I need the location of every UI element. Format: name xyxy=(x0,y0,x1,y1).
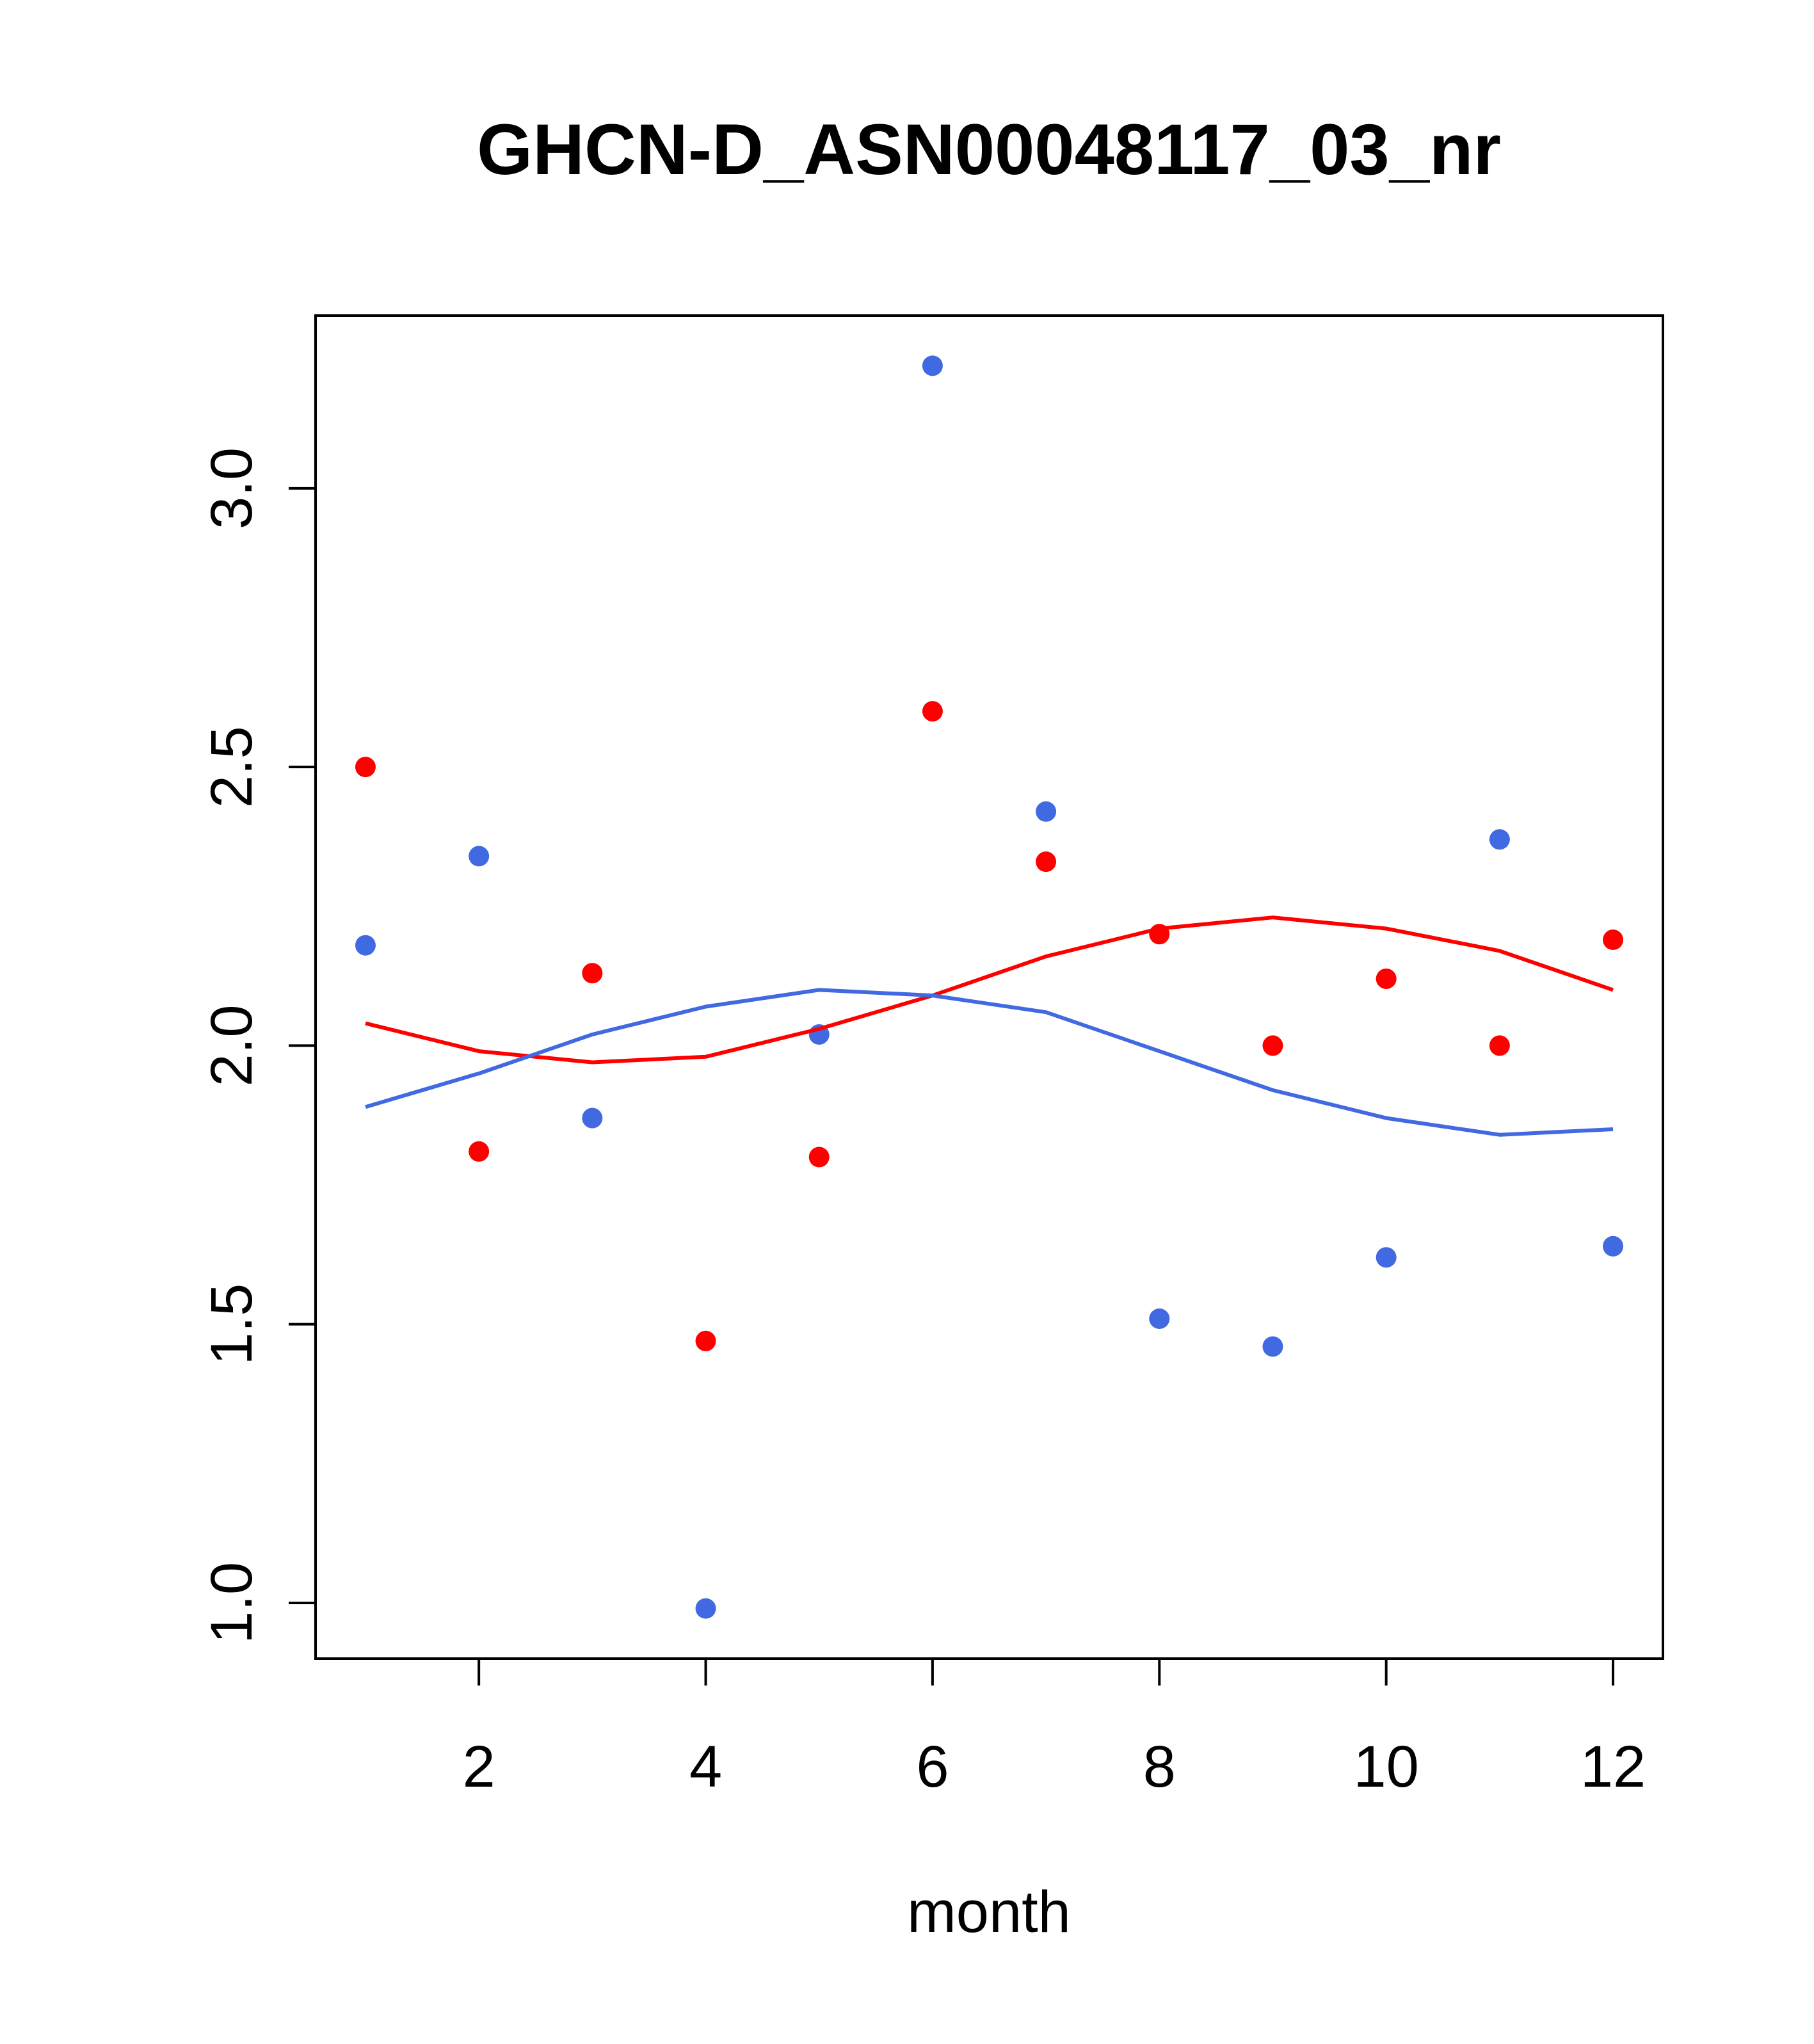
y-tick-label: 1.5 xyxy=(199,1284,264,1365)
x-tick-label: 12 xyxy=(1580,1734,1646,1799)
data-point-0 xyxy=(922,701,943,722)
data-point-1 xyxy=(922,355,943,376)
y-tick-label: 3.0 xyxy=(199,447,264,529)
data-point-1 xyxy=(355,935,376,956)
y-tick-label: 2.0 xyxy=(199,1004,264,1086)
x-tick-label: 8 xyxy=(1143,1734,1176,1799)
data-point-0 xyxy=(1262,1035,1283,1056)
data-point-0 xyxy=(695,1330,716,1351)
data-point-1 xyxy=(582,1107,603,1129)
y-tick-label: 1.0 xyxy=(199,1562,264,1644)
x-tick-label: 6 xyxy=(916,1734,949,1799)
data-point-0 xyxy=(1376,968,1397,989)
data-point-0 xyxy=(1036,851,1057,873)
series-line-3 xyxy=(365,988,1614,1137)
data-point-0 xyxy=(1603,929,1624,951)
x-tick-label: 2 xyxy=(463,1734,495,1799)
x-tick-label: 10 xyxy=(1353,1734,1418,1799)
data-point-1 xyxy=(1149,1308,1170,1329)
x-tick-label: 4 xyxy=(689,1734,722,1799)
series-line-2 xyxy=(365,915,1614,1065)
data-point-1 xyxy=(469,846,490,867)
data-point-1 xyxy=(1489,829,1510,850)
plot-frame xyxy=(314,314,1664,1660)
data-point-1 xyxy=(1262,1336,1283,1357)
data-point-0 xyxy=(355,757,376,778)
data-point-1 xyxy=(695,1598,716,1619)
data-point-1 xyxy=(1376,1247,1397,1268)
plot-area: 2 4 6 8 10 12 1.0 1.5 2.0 2.5 3.0 xyxy=(199,314,1664,1799)
data-point-0 xyxy=(808,1147,830,1168)
y-tick-label: 2.5 xyxy=(199,726,264,808)
chart-title: GHCN-D_ASN00048117_03_nr xyxy=(477,109,1501,189)
data-point-1 xyxy=(1603,1235,1624,1257)
data-point-0 xyxy=(1489,1035,1510,1056)
data-point-0 xyxy=(469,1141,490,1162)
data-point-0 xyxy=(582,963,603,984)
data-point-1 xyxy=(1036,801,1057,822)
x-axis-label: month xyxy=(907,1879,1071,1945)
